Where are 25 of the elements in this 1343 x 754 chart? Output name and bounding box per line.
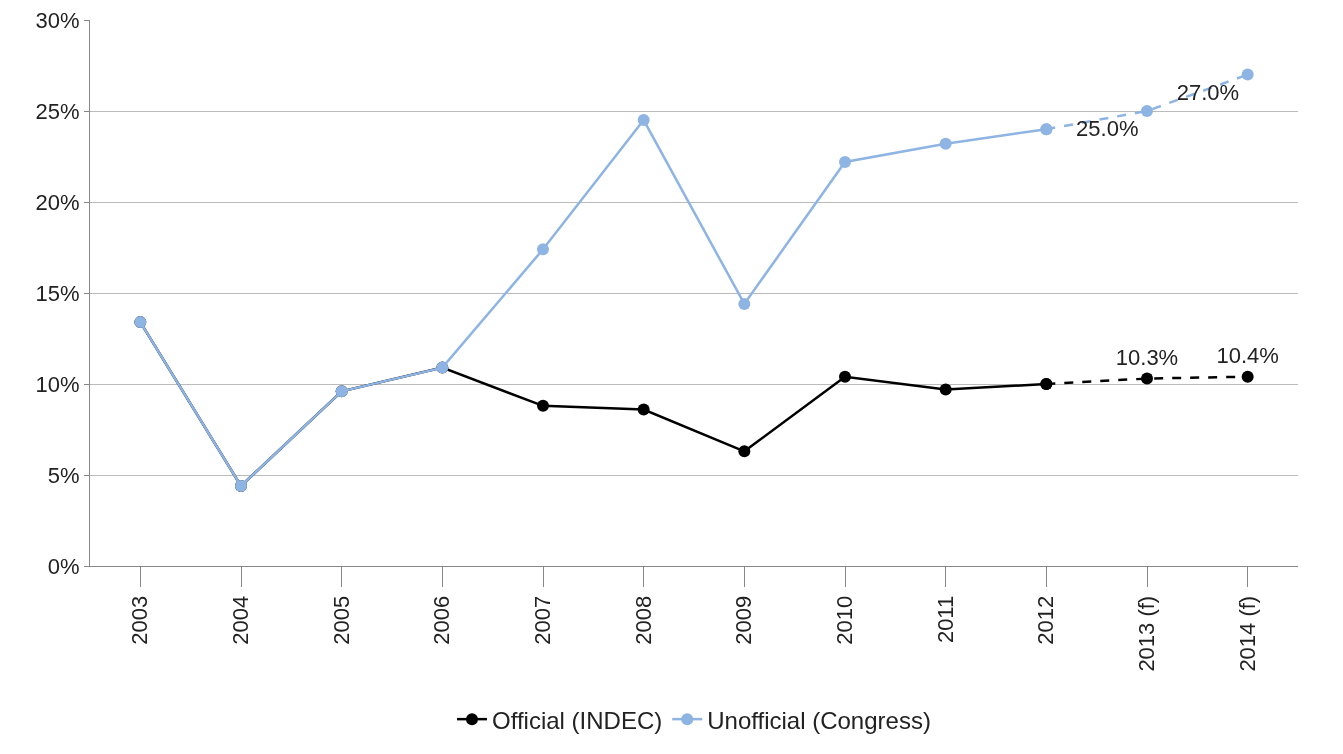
x-tick-label: 2005 (328, 595, 354, 645)
x-tick-label: 2012 (1033, 595, 1059, 645)
x-tick-label: 2003 (127, 595, 153, 645)
y-tick-label: 10% (35, 371, 80, 397)
x-tick-label: 2010 (832, 595, 858, 645)
legend-label: Unofficial (Congress) (707, 706, 931, 734)
x-tick-label: 2006 (429, 595, 455, 645)
y-tick-label: 5% (47, 462, 80, 488)
x-tick-label: 2004 (228, 595, 254, 645)
x-tick-label: 2014 (f) (1234, 595, 1260, 672)
x-tick-label: 2008 (630, 595, 656, 645)
data-label: 10.3% (1115, 344, 1179, 370)
y-tick-label: 25% (35, 98, 80, 124)
y-tick-label: 15% (35, 280, 80, 306)
data-label: 27.0% (1176, 79, 1240, 105)
legend-label: Official (INDEC) (492, 706, 663, 734)
x-tick-label: 2007 (530, 595, 556, 645)
data-label: 25.0% (1076, 116, 1139, 141)
x-tick-label: 2011 (932, 595, 958, 644)
x-tick-label: 2009 (731, 595, 757, 645)
x-tick-label: 2013 (f) (1134, 595, 1160, 672)
y-tick-label: 0% (47, 553, 80, 579)
y-tick-label: 30% (35, 7, 80, 33)
y-tick-label: 20% (35, 189, 80, 215)
data-label: 10.4% (1216, 342, 1279, 368)
